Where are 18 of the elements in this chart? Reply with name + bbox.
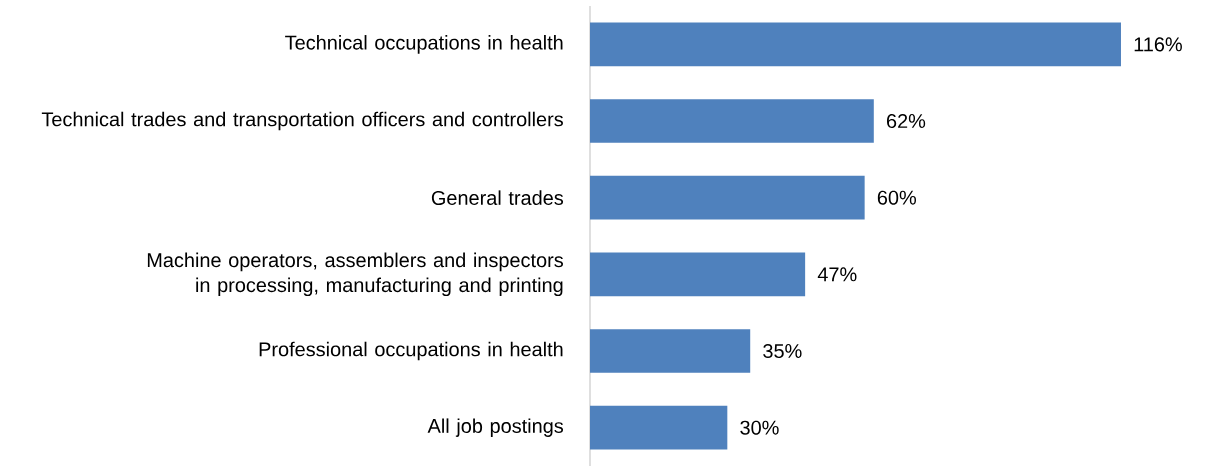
y-tick-label: Professional occupations in health: [259, 341, 563, 361]
data-label: 62%: [887, 113, 926, 129]
y-tick-label: Machine operators, assemblers and inspectors in processing, manufacturing and printing: [147, 252, 563, 297]
bar: [590, 99, 874, 143]
y-tick-label: All job postings: [427, 418, 564, 437]
bar: [590, 175, 865, 220]
bar: [590, 405, 728, 450]
y-tick-label: Technical occupations in health: [285, 35, 563, 54]
bar: [590, 329, 751, 373]
data-label: 47%: [817, 267, 857, 282]
y-tick-label: Technical trades and transportation officers and controllers: [41, 111, 563, 131]
data-label: 35%: [763, 343, 802, 359]
data-label: 30%: [740, 420, 779, 435]
data-label: 60%: [877, 190, 916, 205]
data-label: 116%: [1134, 37, 1182, 52]
bar: [590, 252, 806, 297]
y-tick-label: General trades: [431, 190, 564, 205]
bar: [590, 22, 1121, 67]
